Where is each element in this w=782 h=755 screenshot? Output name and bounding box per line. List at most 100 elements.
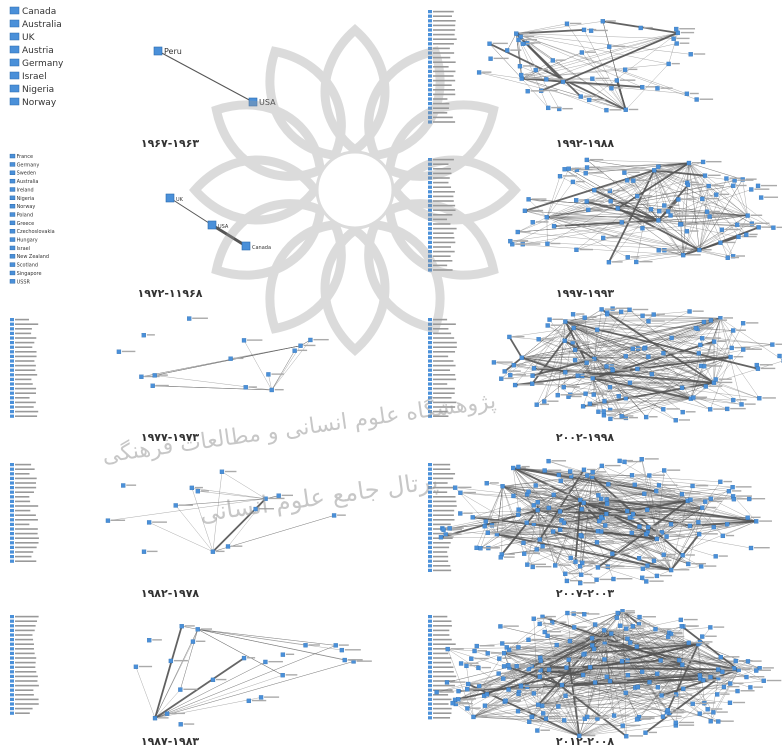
- legend-swatch: [428, 322, 432, 326]
- legend-swatch: [428, 410, 432, 414]
- network-node: [472, 648, 477, 654]
- network-node-label-mark: [725, 670, 736, 673]
- network-edge: [521, 69, 626, 79]
- legend-swatch: [9, 58, 20, 67]
- network-node-label-mark: [685, 663, 695, 666]
- network-edge: [539, 511, 561, 540]
- network-edge: [564, 521, 757, 523]
- network-node: [700, 159, 706, 165]
- network-node: [511, 493, 516, 499]
- legend-text-mark: [15, 410, 39, 413]
- network-node: [730, 254, 736, 259]
- network-edge: [607, 500, 688, 504]
- network-node-label-mark: [297, 349, 308, 352]
- legend-text-mark: [433, 551, 448, 553]
- network-edge: [531, 327, 575, 385]
- network-node-label-mark: [630, 510, 646, 512]
- network-node: [582, 612, 587, 617]
- network-node: [679, 624, 684, 629]
- legend-swatch: [428, 259, 432, 263]
- legend-text-mark: [15, 473, 30, 475]
- network-edge: [440, 537, 657, 540]
- network-node-label-mark: [579, 248, 593, 251]
- network-node-label-mark: [692, 524, 703, 527]
- network-node: [596, 493, 601, 498]
- network-edge: [473, 661, 623, 718]
- network-node-label-mark: [752, 498, 766, 500]
- network-node: [655, 671, 660, 676]
- legend-text-mark: [433, 625, 452, 627]
- network-node: [700, 505, 705, 510]
- legend-text-mark: [433, 10, 454, 13]
- network-node: [637, 614, 642, 620]
- network-node-label-mark: [247, 339, 263, 341]
- network-node-label-mark: [701, 352, 715, 354]
- network-node-label-mark: [541, 703, 552, 706]
- legend-text-mark: [433, 374, 456, 376]
- network-node: [607, 385, 613, 390]
- legend-text-mark: [433, 177, 450, 179]
- network-node: [728, 354, 733, 360]
- network-node: [476, 665, 481, 671]
- legend-swatch: [428, 541, 432, 545]
- legend-swatch: [428, 405, 432, 409]
- network-edge: [537, 611, 623, 731]
- legend-swatch: [428, 204, 432, 208]
- network-node: [635, 366, 640, 372]
- network-node-label-mark: [588, 172, 604, 174]
- network-node: [686, 160, 692, 166]
- network-node-label-mark: [706, 679, 718, 681]
- network-node-label-mark: [667, 249, 683, 251]
- legend-text-mark: [15, 666, 36, 668]
- network-node-label-mark: [501, 672, 517, 674]
- network-node-label-mark: [568, 572, 582, 575]
- network-node: [757, 396, 762, 401]
- network-edge: [586, 159, 655, 171]
- network-edge: [271, 345, 301, 391]
- network-node-label-mark: [716, 711, 728, 713]
- network-node-label-mark: [567, 719, 583, 721]
- network-node: [559, 518, 564, 523]
- network-node-label-mark: [616, 578, 633, 580]
- network-node-label-mark: [518, 384, 530, 386]
- network-node: [452, 485, 458, 490]
- network-edge: [668, 32, 678, 64]
- network-node-label-mark: [458, 486, 472, 489]
- network-node-label-mark: [527, 552, 541, 555]
- network-node: [623, 396, 629, 401]
- network-node-label-mark: [720, 693, 730, 695]
- legend-text-mark: [433, 191, 455, 193]
- legend-text-mark: [15, 680, 38, 682]
- network-node: [542, 629, 547, 635]
- network-edge: [496, 522, 699, 535]
- network-edge: [593, 633, 612, 650]
- network-node-label-mark: [590, 474, 603, 476]
- network-node: [616, 394, 621, 399]
- network-edge: [585, 162, 689, 174]
- network-node: [604, 674, 609, 680]
- legend-swatch: [428, 111, 432, 115]
- network-node-label-mark: [629, 627, 644, 630]
- network-node: [563, 571, 568, 576]
- network-node-label-mark: [482, 685, 492, 687]
- panel-caption: ۱۹۸۲-۱۹۷۸: [141, 587, 200, 600]
- network-node-label-mark: [657, 559, 672, 562]
- network-node-label-mark: [759, 364, 773, 366]
- legend-text-mark: [433, 560, 449, 562]
- network-node-label-mark: [665, 715, 682, 718]
- legend-text-mark: [433, 116, 453, 119]
- network-node: [195, 627, 200, 632]
- network-node-label-mark: [547, 469, 562, 471]
- network-node: [654, 536, 660, 542]
- legend-swatch: [9, 178, 16, 184]
- legend-swatch: [428, 707, 432, 711]
- network-node: [280, 673, 285, 678]
- network-node: [524, 520, 529, 525]
- network-node-label-mark: [610, 311, 622, 313]
- network-edge: [579, 643, 605, 736]
- network-node: [711, 525, 716, 530]
- network-node-label-mark: [215, 550, 225, 553]
- network-edge: [271, 350, 295, 391]
- legend-swatch: [428, 545, 432, 549]
- network-edge: [670, 533, 700, 571]
